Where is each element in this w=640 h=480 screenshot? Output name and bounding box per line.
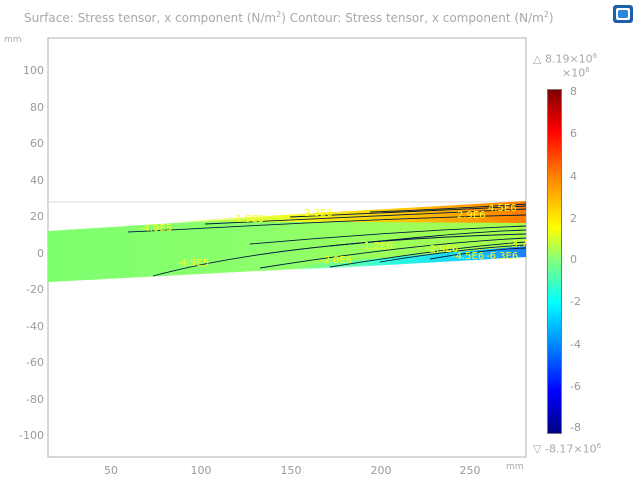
y-tick-label: -60 [26, 356, 44, 369]
colorbar-tick: 6 [570, 127, 577, 140]
title-contour-text: ) Contour: Stress tensor, x component (N… [281, 11, 544, 25]
title-sup: 2 [543, 10, 549, 19]
contour-labels: -4.9E5 -1.5E5 2.3E6 4.5E6 2.9E6 1.2E6 -2… [140, 203, 528, 269]
contour-line [369, 203, 527, 213]
colorbar-exponent-sup: 6 [585, 66, 590, 74]
colorbar-tick: 8 [570, 85, 577, 98]
colorbar-tick: 2 [570, 212, 577, 225]
contour-line [204, 208, 527, 225]
contour-label: -2.0E6 [320, 255, 352, 266]
y-tick-label: 20 [30, 210, 44, 223]
y-tick-label: 40 [30, 174, 44, 187]
contour-line [429, 247, 527, 260]
y-tick-label: 60 [30, 137, 44, 150]
y-tick-label: -100 [19, 429, 44, 442]
contour-line [259, 237, 527, 269]
contour-line [329, 241, 527, 268]
contour-label: -1.5E5 [232, 214, 264, 225]
contour-label: -3.7 [508, 239, 528, 250]
contour-line [127, 214, 527, 233]
colorbar-max-value: 8.19×10 [544, 52, 593, 66]
contour-label: 2.9E6 [457, 210, 486, 221]
colorbar-min-exponent: 6 [596, 442, 602, 450]
contour-label: 1.2E6 [364, 241, 393, 252]
y-tick-label: -40 [26, 320, 44, 333]
y-tick-labels: 100 80 60 40 20 0 -20 -40 -60 -80 -100 [19, 64, 44, 442]
colorbar-max: △ 8.19×106 [533, 52, 597, 66]
y-tick-label: 100 [23, 64, 44, 77]
contour-lines [127, 203, 527, 277]
title-sup: 2 [276, 10, 282, 19]
triangle-up-icon: △ [533, 52, 542, 66]
title-suffix: ) [548, 11, 554, 25]
x-tick-label: 50 [104, 464, 118, 477]
contour-label: -4.5E6 [452, 251, 484, 262]
contour-line [249, 225, 527, 245]
y-tick-label: -80 [26, 393, 44, 406]
y-axis-unit: mm [4, 35, 22, 45]
colorbar-tick: -2 [570, 295, 581, 308]
contour-label: 2.3E6 [304, 208, 333, 219]
contour-label: -2.9E6 [426, 244, 458, 255]
colorbar-tick: 4 [570, 170, 577, 183]
x-tick-label: 250 [460, 464, 481, 477]
x-axis-unit: mm [506, 462, 524, 472]
colorbar-max-exponent: 6 [592, 52, 598, 60]
x-tick-label: 150 [281, 464, 302, 477]
contour-label: -4.9E5 [140, 223, 172, 234]
x-tick-label: 200 [371, 464, 392, 477]
y-tick-label: -20 [26, 283, 44, 296]
colorbar [547, 89, 562, 434]
x-tick-labels: 50 100 150 200 250 [104, 464, 481, 477]
colorbar-tick: -8 [570, 421, 581, 434]
plot-title: Surface: Stress tensor, x component (N/m… [24, 10, 594, 25]
contour-line [289, 205, 527, 218]
colorbar-exponent-text: ×10 [562, 66, 586, 80]
colorbar-tick: 0 [570, 253, 577, 266]
contour-label: -6.3E6 [486, 251, 518, 262]
contour-label: 4.5E6 [488, 203, 517, 214]
title-surface-text: Surface: Stress tensor, x component (N/m [24, 11, 277, 25]
x-tick-label: 100 [191, 464, 212, 477]
colorbar-exponent: ×106 [562, 66, 590, 80]
comsol-logo-icon[interactable] [612, 4, 634, 24]
colorbar-tick: -4 [570, 338, 581, 351]
contour-label: -4.9E5 [177, 258, 209, 269]
contour-line [379, 244, 527, 263]
y-tick-label: 0 [37, 247, 44, 260]
triangle-down-icon: ▽ [533, 442, 542, 456]
y-tick-label: 80 [30, 101, 44, 114]
colorbar-min-value: -8.17×10 [544, 442, 597, 456]
colorbar-min: ▽ -8.17×106 [533, 442, 601, 456]
contour-line [152, 233, 527, 277]
colorbar-tick: -6 [570, 380, 581, 393]
